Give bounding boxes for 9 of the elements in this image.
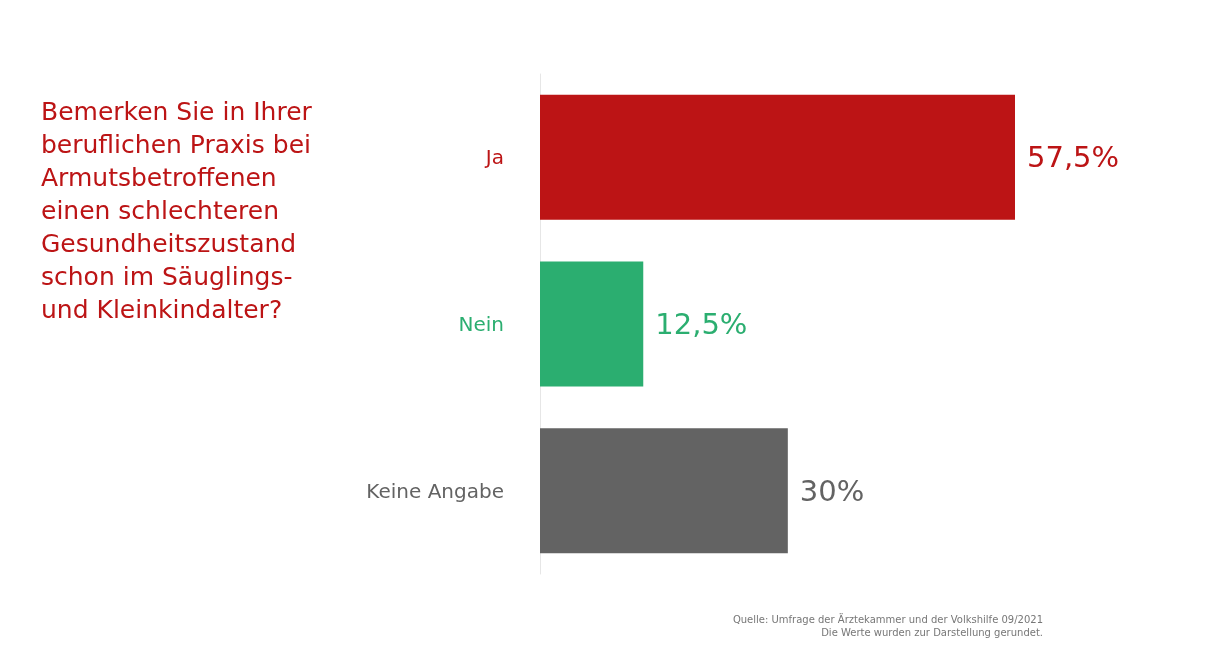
data-label: 30%: [799, 473, 865, 508]
y-tick-label: Keine Angabe: [366, 478, 504, 503]
y-tick-label: Ja: [483, 145, 504, 170]
data-label: 57,5%: [1027, 140, 1120, 175]
text: Bemerken Sie in Ihrer beruflichen Praxis bei Armutsbetroffenen einen schlechteren Gesundheitszustand schon im Säuglings- und Kleinkindalter?: [41, 97, 320, 324]
text: Die Werte wurden zur Darstellung gerundet.: [821, 626, 1043, 638]
y-tick-label: Nein: [458, 312, 504, 336]
data-label: 12,5%: [655, 307, 748, 341]
source-note: Quelle: Umfrage der Ärztekammer und der Volkshilfe 09/2021: [732, 612, 1043, 625]
